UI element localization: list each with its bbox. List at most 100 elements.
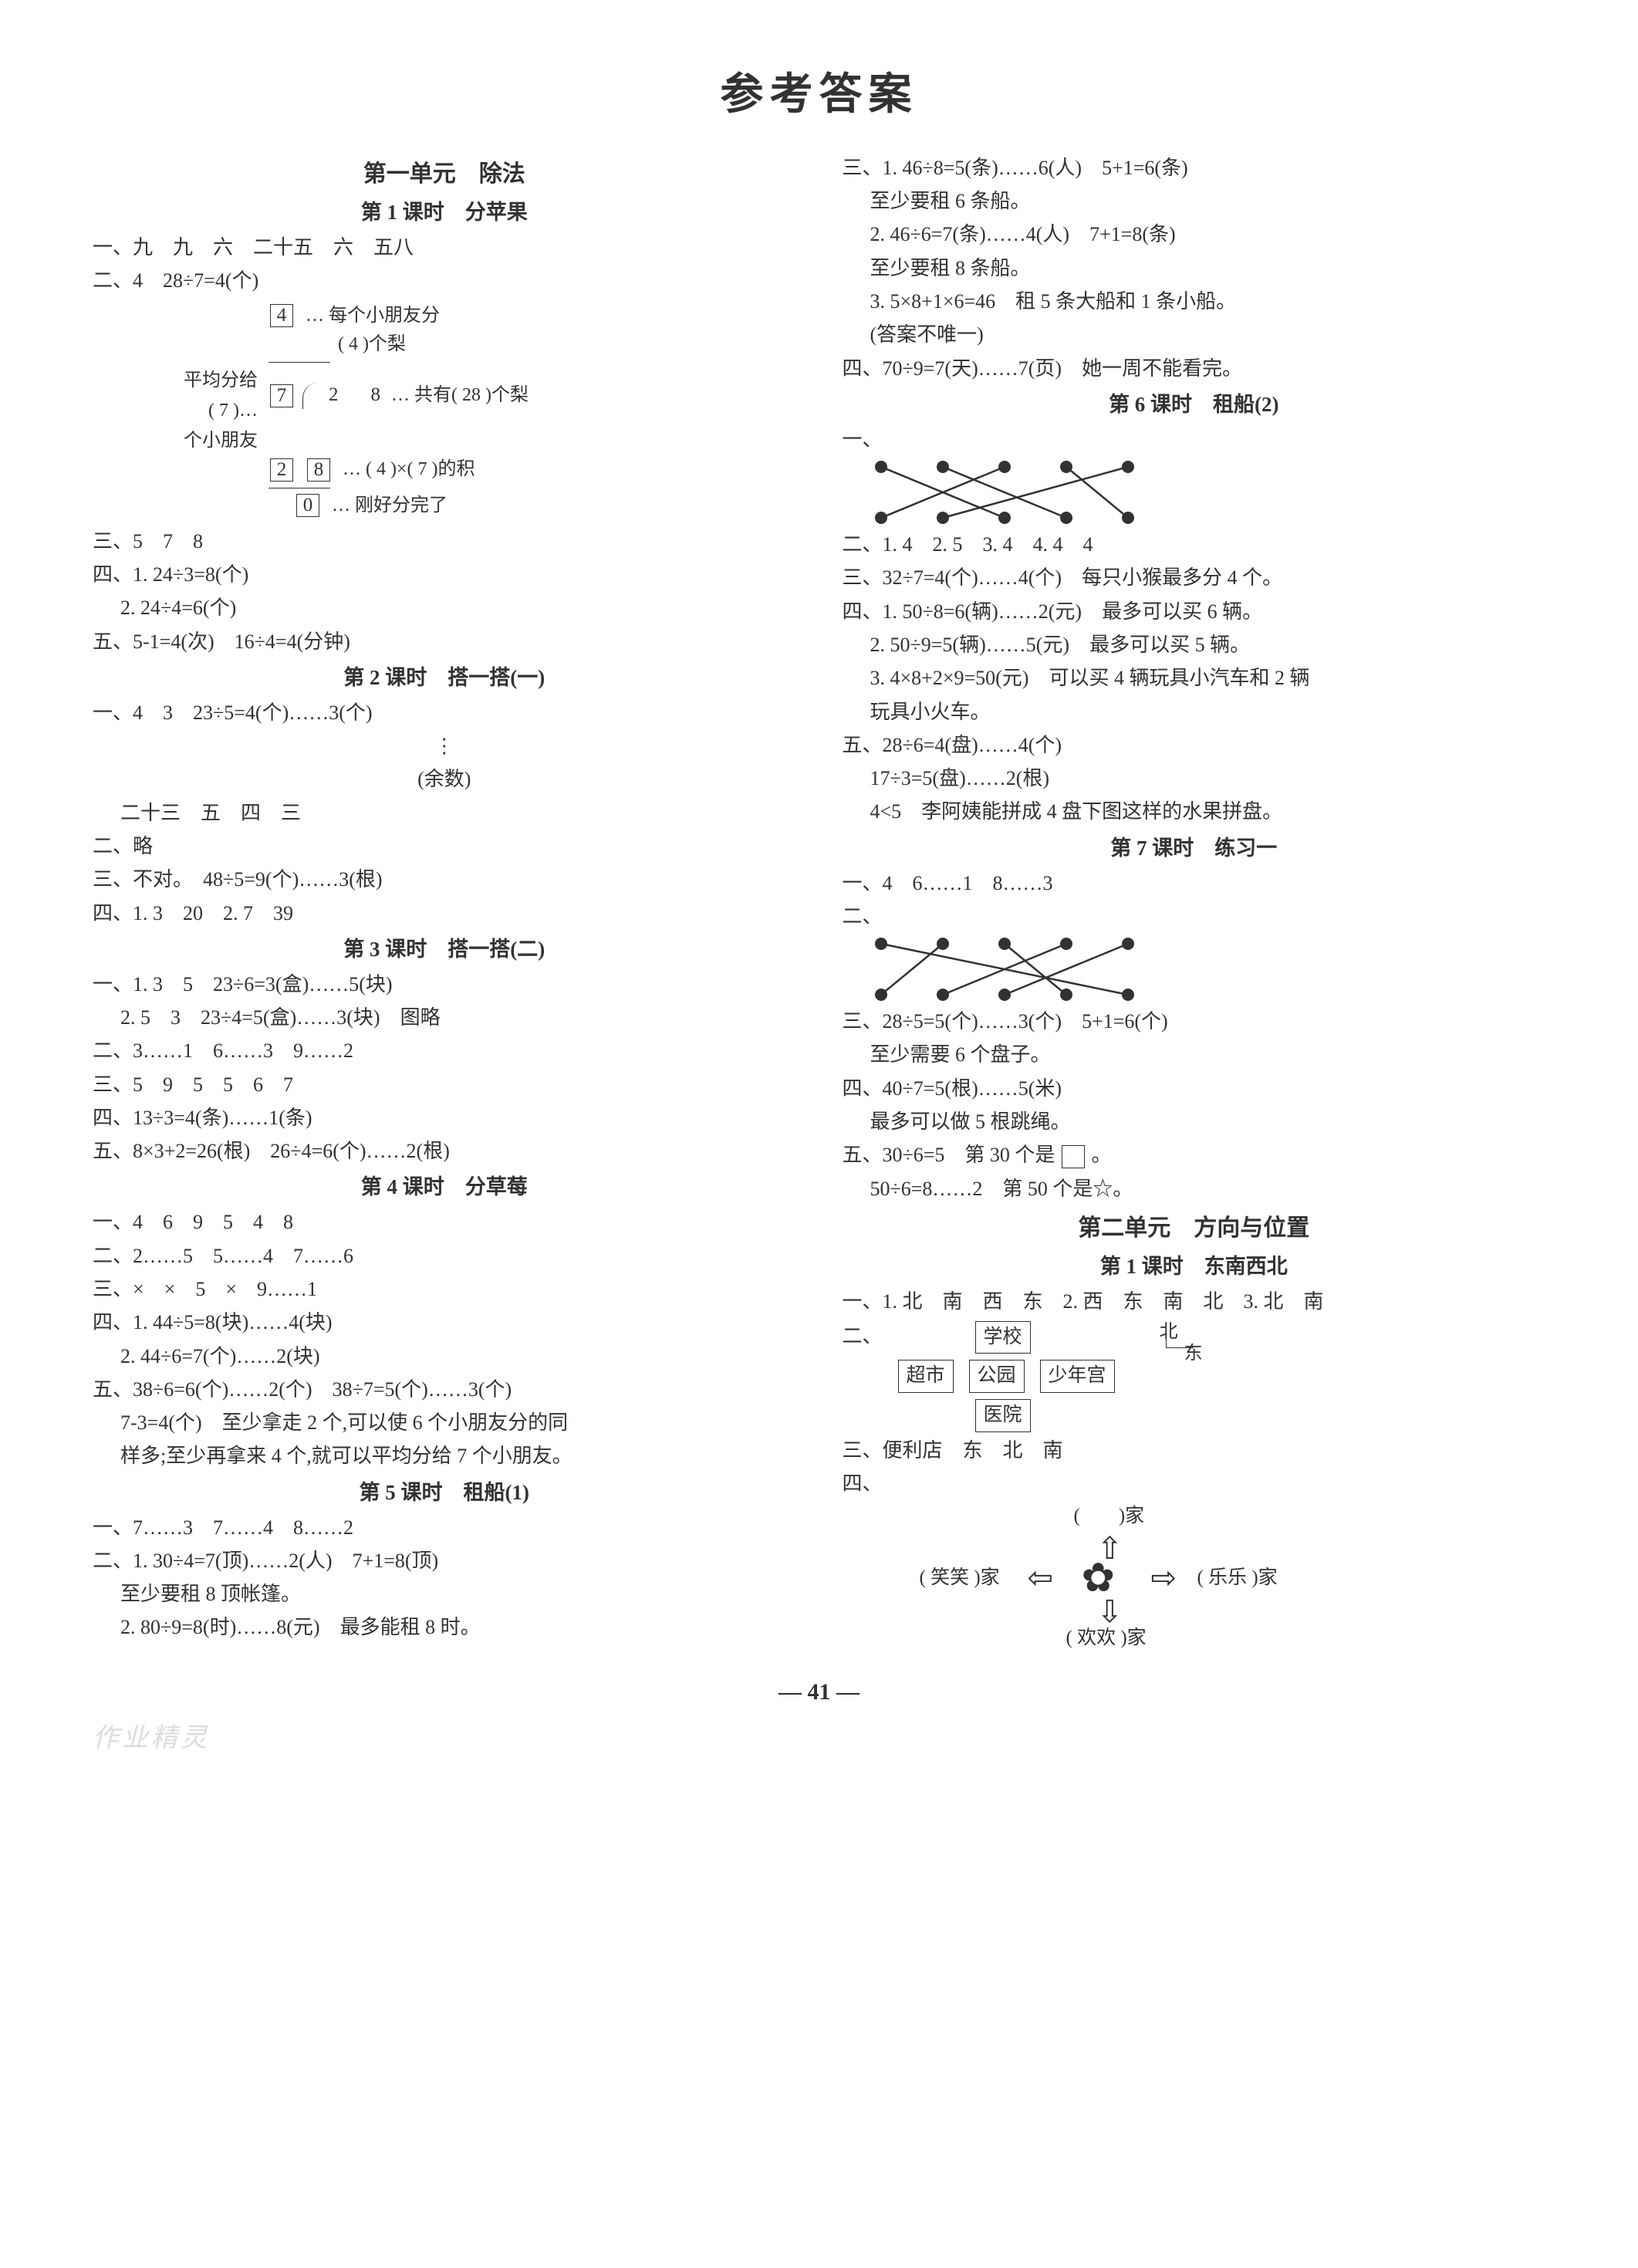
answer-line: 17÷3=5(盘)……2(根) — [843, 763, 1546, 794]
answer-line: 二、1. 30÷4=7(顶)……2(人) 7+1=8(顶) — [93, 1546, 796, 1577]
answer-line: 7-3=4(个) 至少拿走 2 个,可以使 6 个小朋友分的同 — [93, 1408, 796, 1438]
product-box: 8 — [307, 458, 330, 482]
answer-line: 四、1. 44÷5=8(块)……4(块) — [93, 1307, 796, 1338]
answer-line: 五、5-1=4(次) 16÷4=4(分钟) — [93, 627, 796, 657]
answer-line: 四、1. 24÷3=8(个) — [93, 559, 796, 590]
diagram-note: … ( 4 )×( 7 )的积 — [343, 455, 475, 484]
answer-label: 一、 — [843, 424, 1546, 455]
diagram-note: 个小朋友 — [184, 431, 258, 451]
compass-east-label: 东 — [1184, 1340, 1203, 1368]
answer-line: 二十三 五 四 三 — [93, 798, 796, 829]
answer-line: 二、3……1 6……3 9……2 — [93, 1036, 796, 1066]
grid-cell: 医院 — [975, 1399, 1031, 1432]
watermark: 作业精灵 — [93, 1719, 1545, 1759]
answer-line: (余数) — [93, 764, 796, 795]
left-column: 第一单元 除法 第 1 课时 分苹果 一、九 九 六 二十五 六 五八 二、4 … — [93, 150, 796, 1657]
answer-line: 2. 46÷6=7(条)……4(人) 7+1=8(条) — [843, 219, 1546, 250]
answer-line: 玩具小火车。 — [843, 697, 1546, 728]
answer-line: 样多;至少再拿来 4 个,就可以平均分给 7 个小朋友。 — [93, 1441, 796, 1472]
answer-line: 3. 5×8+1×6=46 租 5 条大船和 1 条小船。 — [843, 286, 1546, 317]
answer-line: 四、1. 3 20 2. 7 39 — [93, 898, 796, 929]
answer-line: 五、28÷6=4(盘)……4(个) — [843, 730, 1546, 761]
answer-line: 三、5 9 5 5 6 7 — [93, 1070, 796, 1100]
answer-line: 四、70÷9=7(天)……7(页) 她一周不能看完。 — [843, 353, 1546, 384]
answer-line: 四、 — [843, 1469, 1546, 1499]
matching-diagram-1 — [858, 458, 1151, 527]
answer-line: 二、4 28÷7=4(个) — [93, 265, 796, 296]
answer-line: 至少需要 6 个盘子。 — [843, 1039, 1546, 1070]
answer-line: 2. 50÷9=5(辆)……5(元) 最多可以买 5 辆。 — [843, 630, 1546, 661]
grid-cell: 少年宫 — [1040, 1360, 1115, 1393]
answer-line: 一、1. 北 南 西 东 2. 西 东 南 北 3. 北 南 — [843, 1286, 1546, 1317]
answer-line: 二、2……5 5……4 7……6 — [93, 1241, 796, 1272]
answer-line: 一、4 6 9 5 4 8 — [93, 1207, 796, 1238]
answer-label: 二、 — [843, 1321, 883, 1352]
answer-line: 三、28÷5=5(个)……3(个) 5+1=6(个) — [843, 1006, 1546, 1037]
diagram-note: ( 4 )个梨 — [301, 330, 406, 359]
grid-cell: 公园 — [969, 1360, 1025, 1393]
lesson-7-heading: 第 7 课时 练习一 — [843, 833, 1546, 865]
answer-line: 一、1. 3 5 23÷6=3(盒)……5(块) — [93, 969, 796, 1000]
lesson-2-1-heading: 第 1 课时 东南西北 — [843, 1251, 1546, 1283]
answer-line: 3. 4×8+2×9=50(元) 可以买 4 辆玩具小汽车和 2 辆 — [843, 663, 1546, 694]
page-number: — 41 — — [93, 1675, 1545, 1711]
answer-line: (答案不唯一) — [843, 319, 1546, 350]
digit: 8 — [371, 380, 381, 411]
digit: 2 — [329, 380, 339, 411]
answer-line: 二、1. 4 2. 5 3. 4 4. 4 4 — [843, 529, 1546, 560]
division-bracket-icon — [302, 383, 318, 409]
answer-line: 2. 5 3 23÷4=5(盒)……3(块) 图略 — [93, 1002, 796, 1033]
unit-1-heading: 第一单元 除法 — [93, 157, 796, 193]
two-column-layout: 第一单元 除法 第 1 课时 分苹果 一、九 九 六 二十五 六 五八 二、4 … — [93, 150, 1545, 1657]
unit-2-heading: 第二单元 方向与位置 — [843, 1211, 1546, 1247]
answer-line: 一、4 3 23÷5=4(个)……3(个) — [93, 698, 796, 728]
product-box: 2 — [270, 458, 293, 482]
grid-cell: 超市 — [898, 1360, 954, 1393]
diagram-note: … 共有( 28 )个梨 — [391, 381, 529, 410]
answer-line: 一、7……3 7……4 8……2 — [93, 1513, 796, 1543]
right-label: ( 乐乐 )家 — [1197, 1563, 1278, 1594]
answer-line: 五、8×3+2=26(根) 26÷4=6(个)……2(根) — [93, 1136, 796, 1167]
answer-label: 四、 — [843, 1472, 883, 1495]
direction-grid-diagram: 二、 学校 超市 公园 少年宫 医院 北 东 — [843, 1321, 1546, 1432]
right-column: 三、1. 46÷8=5(条)……6(人) 5+1=6(条) 至少要租 6 条船。… — [843, 150, 1546, 1657]
answer-line: 五、38÷6=6(个)……2(个) 38÷7=5(个)……3(个) — [93, 1374, 796, 1405]
compass-line — [1166, 1347, 1194, 1349]
answer-line: 至少要租 8 顶帐篷。 — [93, 1579, 796, 1610]
remainder-box: 0 — [296, 494, 319, 517]
grid-cell: 学校 — [975, 1321, 1031, 1354]
answer-label: 二、 — [843, 901, 1546, 932]
grid-cells: 学校 超市 公园 少年宫 医院 — [898, 1321, 1115, 1432]
answer-line: 三、便利店 东 北 南 — [843, 1435, 1546, 1466]
text: 五、30÷6=5 第 30 个是 — [843, 1144, 1055, 1166]
answer-line: ⋮ — [93, 731, 796, 762]
answer-line: 一、九 九 六 二十五 六 五八 — [93, 232, 796, 263]
diagram-note: … 每个小朋友分 — [306, 302, 440, 330]
compass-line — [1166, 1332, 1167, 1347]
divisor-box: 7 — [270, 384, 293, 407]
matching-diagram-2 — [858, 935, 1151, 1004]
lesson-5-heading: 第 5 课时 租船(1) — [93, 1477, 796, 1509]
lesson-2-heading: 第 2 课时 搭一搭(一) — [93, 662, 796, 695]
long-division-diagram: 4 … 每个小朋友分 ( 4 )个梨 平均分给 ( 7 )… 7 2 8 … 共… — [177, 302, 796, 520]
answer-line: 四、1. 50÷8=6(辆)……2(元) 最多可以买 6 辆。 — [843, 597, 1546, 627]
answer-line: 2. 44÷6=7(个)……2(块) — [93, 1341, 796, 1372]
arrow-right-icon: ⇨ — [1151, 1554, 1177, 1602]
blank-box — [1062, 1145, 1085, 1168]
diagram-note: … 刚好分完了 — [332, 492, 447, 520]
left-label: ( 笑笑 )家 — [920, 1563, 1000, 1594]
answer-line: 至少要租 6 条船。 — [843, 186, 1546, 217]
lesson-4-heading: 第 4 课时 分草莓 — [93, 1171, 796, 1204]
answer-line: 2. 80÷9=8(时)……8(元) 最多能租 8 时。 — [93, 1612, 796, 1643]
answer-line: 4<5 李阿姨能拼成 4 盘下图这样的水果拼盘。 — [843, 796, 1546, 827]
compass-icon: 北 东 — [1130, 1321, 1200, 1367]
answer-line: 至少要租 8 条船。 — [843, 253, 1546, 284]
bottom-label: ( 欢欢 )家 — [1066, 1624, 1147, 1654]
four-direction-diagram: ( )家 ⇧ ( 笑笑 )家 ⇦ ✿ ⇨ ( 乐乐 )家 ⇩ ( 欢欢 )家 — [873, 1502, 1546, 1656]
text: 。 — [1091, 1144, 1111, 1166]
arrow-left-icon: ⇦ — [1028, 1554, 1054, 1602]
answer-line: 四、13÷3=4(条)……1(条) — [93, 1103, 796, 1134]
answer-line: 三、× × 5 × 9……1 — [93, 1274, 796, 1305]
lesson-1-heading: 第 1 课时 分苹果 — [93, 197, 796, 229]
page-number-value: 41 — [808, 1679, 831, 1705]
